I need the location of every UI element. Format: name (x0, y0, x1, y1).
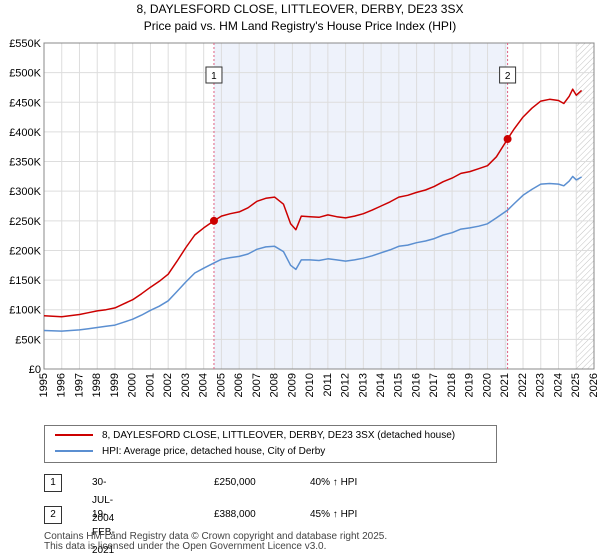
x-tick-label: 2013 (357, 373, 369, 397)
x-tick-label: 2024 (552, 373, 564, 397)
hpi-line (43, 175, 582, 332)
x-tick-label: 2012 (340, 373, 352, 397)
x-tick-label: 2020 (481, 373, 493, 397)
transaction-hpi: 45% ↑ HPI (310, 509, 358, 520)
x-tick-label: 1998 (91, 373, 103, 397)
chart-subtitle: Price paid vs. HM Land Registry's House … (143, 19, 457, 33)
y-tick-label: £0 (29, 364, 41, 376)
x-tick-label: 2010 (304, 373, 316, 397)
x-tick-label: 2023 (535, 373, 547, 397)
x-tick-label: 1996 (56, 373, 68, 397)
x-tick-label: 1997 (73, 373, 85, 397)
x-tick-label: 2015 (393, 373, 405, 397)
legend-item-hpi: HPI: Average price, detached house, City… (55, 444, 325, 460)
price-paid-line (43, 88, 583, 318)
transaction-date: 30-JUL-2004 (92, 477, 115, 524)
x-tick-label: 2001 (144, 373, 156, 397)
transaction-point (503, 135, 512, 144)
x-tick-label: 2011 (322, 373, 334, 397)
x-tick-label: 2022 (517, 373, 529, 397)
y-tick-label: £400K (9, 127, 41, 139)
x-tick-label: 2025 (570, 373, 582, 397)
x-tick-label: 1995 (38, 373, 50, 397)
x-tick-label: 2004 (198, 373, 210, 397)
legend-item-price: 8, DAYLESFORD CLOSE, LITTLEOVER, DERBY, … (55, 428, 455, 444)
transaction-label: 1 (211, 71, 217, 82)
transaction-point (209, 216, 218, 225)
x-tick-label: 2021 (499, 373, 511, 397)
legend-swatch-price (55, 434, 93, 437)
y-tick-label: £450K (9, 97, 41, 109)
transaction-badge: 2 (44, 506, 62, 524)
y-tick-label: £300K (9, 186, 41, 198)
y-tick-label: £350K (9, 157, 41, 169)
footer-line-copyright: Contains HM Land Registry data © Crown c… (44, 531, 388, 542)
x-tick-label: 2017 (428, 373, 440, 397)
y-tick-label: £50K (15, 334, 41, 346)
x-tick-label: 2002 (162, 373, 174, 397)
x-tick-label: 2005 (215, 373, 227, 397)
legend-label-hpi: HPI: Average price, detached house, City… (102, 446, 326, 457)
chart-title: 8, DAYLESFORD CLOSE, LITTLEOVER, DERBY, … (136, 2, 464, 16)
x-tick-label: 2016 (410, 373, 422, 397)
x-tick-label: 2000 (127, 373, 139, 397)
legend-swatch-hpi (55, 450, 93, 453)
transaction-badge: 1 (44, 474, 62, 492)
x-tick-label: 2006 (233, 373, 245, 397)
plot-frame (43, 42, 595, 370)
y-tick-label: £100K (9, 305, 41, 317)
footer: Contains HM Land Registry data © Crown c… (44, 532, 387, 552)
footer-line-licence: This data is licensed under the Open Gov… (44, 541, 327, 552)
x-tick-label: 2014 (375, 373, 387, 397)
y-tick-label: £500K (9, 68, 41, 80)
transaction-date: 19-FEB-2021 (92, 509, 115, 556)
x-tick-label: 2009 (286, 373, 298, 397)
legend-label-price: 8, DAYLESFORD CLOSE, LITTLEOVER, DERBY, … (102, 430, 456, 441)
y-tick-label: £200K (9, 245, 41, 257)
transaction-label-box (499, 66, 517, 84)
transaction-label: 2 (505, 71, 511, 82)
transaction-hpi: 40% ↑ HPI (310, 477, 358, 488)
x-tick-label: 2007 (251, 373, 263, 397)
price-chart: £0 £50K £100K £150K £200K £250K £300K £350K £400… (9, 38, 600, 397)
x-tick-label: 2018 (446, 373, 458, 397)
transaction-price: £250,000 (214, 477, 256, 488)
y-tick-label: £250K (9, 216, 41, 228)
chart-legend: 8, DAYLESFORD CLOSE, LITTLEOVER, DERBY, … (44, 425, 497, 463)
x-tick-label: 2003 (180, 373, 192, 397)
x-tick-label: 2019 (464, 373, 476, 397)
transaction-price: £388,000 (214, 509, 256, 520)
y-tick-label: £550K (9, 38, 41, 50)
y-tick-label: £150K (9, 275, 41, 287)
x-tick-label: 2026 (588, 373, 600, 397)
x-tick-label: 1999 (109, 373, 121, 397)
x-tick-label: 2008 (269, 373, 281, 397)
transaction-label-box (205, 66, 223, 84)
forecast-hatched-region (576, 43, 594, 369)
ownership-shaded-region (213, 43, 508, 369)
